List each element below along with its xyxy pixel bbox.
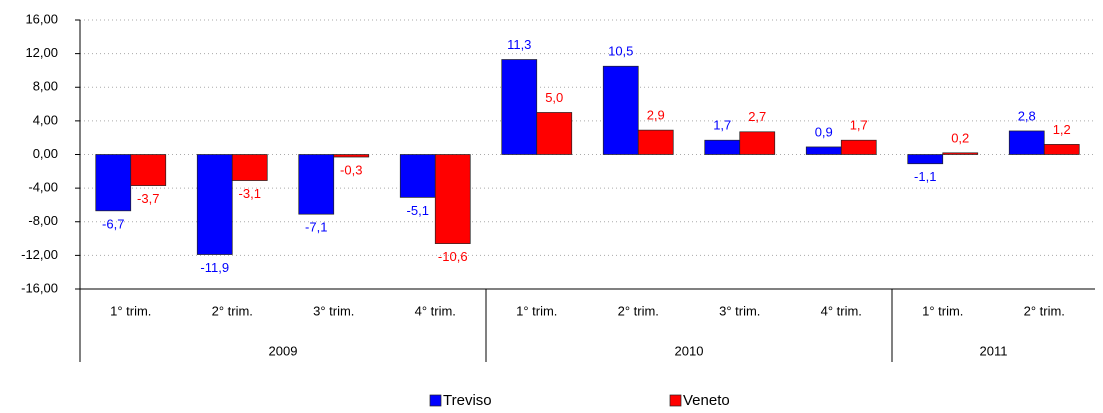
bar xyxy=(704,139,741,155)
x-tick-label: 1° trim. xyxy=(516,303,557,318)
value-label: 1,7 xyxy=(713,118,731,133)
x-tick-label: 2° trim. xyxy=(212,303,253,318)
value-label: 11,3 xyxy=(507,37,531,52)
bar xyxy=(434,154,471,244)
value-label: -5,1 xyxy=(407,203,429,218)
x-tick-label: 3° trim. xyxy=(313,303,354,318)
y-tick-label: 8,00 xyxy=(33,79,58,94)
y-tick-label: -4,00 xyxy=(28,180,58,195)
value-label: 1,2 xyxy=(1053,122,1071,137)
value-label: 5,0 xyxy=(545,90,563,105)
bar xyxy=(942,152,979,155)
x-tick-label: 2° trim. xyxy=(618,303,659,318)
bar xyxy=(536,112,573,155)
bar xyxy=(805,146,842,155)
group-label: 2010 xyxy=(675,343,704,358)
bar xyxy=(399,154,436,198)
x-tick-label: 2° trim. xyxy=(1024,303,1065,318)
bar xyxy=(130,154,167,186)
bar xyxy=(907,154,944,165)
y-tick-label: -8,00 xyxy=(28,213,58,228)
value-label: -11,9 xyxy=(200,260,229,275)
legend-swatch xyxy=(429,394,442,407)
bar xyxy=(840,139,877,155)
bar xyxy=(231,154,268,181)
value-label: 2,9 xyxy=(647,108,665,123)
value-label: -0,3 xyxy=(340,162,362,177)
legend-label: Veneto xyxy=(683,392,730,408)
x-tick-label: 4° trim. xyxy=(821,303,862,318)
value-label: 0,2 xyxy=(951,130,969,145)
legend-swatch xyxy=(669,394,682,407)
value-label: 2,8 xyxy=(1018,108,1036,123)
y-tick-label: 12,00 xyxy=(25,45,58,60)
value-label: -1,1 xyxy=(914,169,936,184)
y-tick-label: 16,00 xyxy=(25,11,58,26)
value-label: -7,1 xyxy=(305,220,327,235)
bar xyxy=(95,154,132,212)
y-tick-label: -12,00 xyxy=(21,247,58,262)
y-tick-label: -16,00 xyxy=(21,280,58,295)
group-label: 2009 xyxy=(269,343,298,358)
value-label: -6,7 xyxy=(102,216,124,231)
value-label: -3,7 xyxy=(137,191,159,206)
x-tick-label: 3° trim. xyxy=(719,303,760,318)
y-tick-label: 0,00 xyxy=(33,146,58,161)
value-label: 2,7 xyxy=(748,109,766,124)
value-label: -3,1 xyxy=(239,186,261,201)
value-label: 1,7 xyxy=(850,118,868,133)
y-tick-label: 4,00 xyxy=(33,112,58,127)
bar xyxy=(602,65,639,155)
x-tick-label: 1° trim. xyxy=(922,303,963,318)
bar xyxy=(196,154,233,255)
x-tick-label: 1° trim. xyxy=(110,303,151,318)
bar xyxy=(739,131,776,155)
bar xyxy=(637,129,674,155)
legend-label: Treviso xyxy=(443,392,492,408)
bar xyxy=(1043,144,1080,155)
bar xyxy=(1008,130,1045,155)
value-label: 10,5 xyxy=(608,44,633,59)
group-label: 2011 xyxy=(980,343,1008,358)
bar xyxy=(501,59,538,155)
value-label: -10,6 xyxy=(438,249,468,264)
bar xyxy=(333,154,370,158)
x-tick-label: 4° trim. xyxy=(415,303,456,318)
bar xyxy=(298,154,335,215)
value-label: 0,9 xyxy=(815,124,833,139)
